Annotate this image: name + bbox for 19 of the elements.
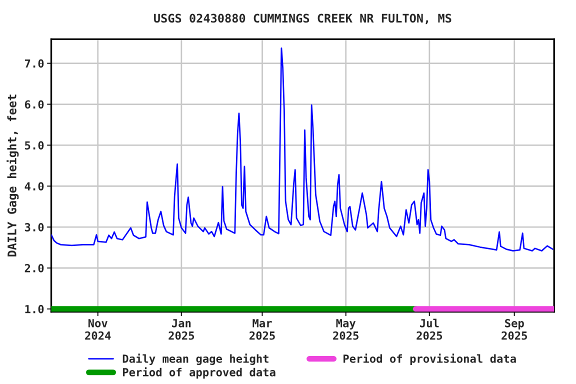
y-tick-label: 1.0 [25, 304, 44, 314]
line-series [51, 47, 554, 252]
x-tick-label: May 2025 [333, 319, 358, 340]
legend-label: Daily mean gage height [122, 354, 268, 365]
legend-label: Period of provisional data [344, 354, 516, 366]
chart-title: USGS 02430880 CUMMINGS CREEK NR FULTON, MS [154, 14, 452, 24]
y-tick-label: 3.0 [24, 223, 44, 232]
x-tick-label: Jul 2025 [416, 318, 442, 340]
legend-label: Period of approved data [123, 367, 276, 379]
x-tick-label: Jan 2025 [168, 319, 194, 340]
x-tick-label: Nov 2024 [85, 319, 111, 340]
y-axis-title: DAILY Gage height, feet [6, 94, 19, 256]
y-tick-label: 4.0 [24, 182, 44, 191]
y-tick-label: 7.0 [24, 59, 44, 68]
x-tick-label: Sep 2025 [502, 318, 528, 340]
y-tick-label: 6.0 [24, 100, 44, 109]
x-tick-label: Mar 2025 [250, 319, 275, 340]
y-tick-label: 5.0 [25, 141, 44, 150]
y-tick-label: 2.0 [24, 264, 44, 272]
